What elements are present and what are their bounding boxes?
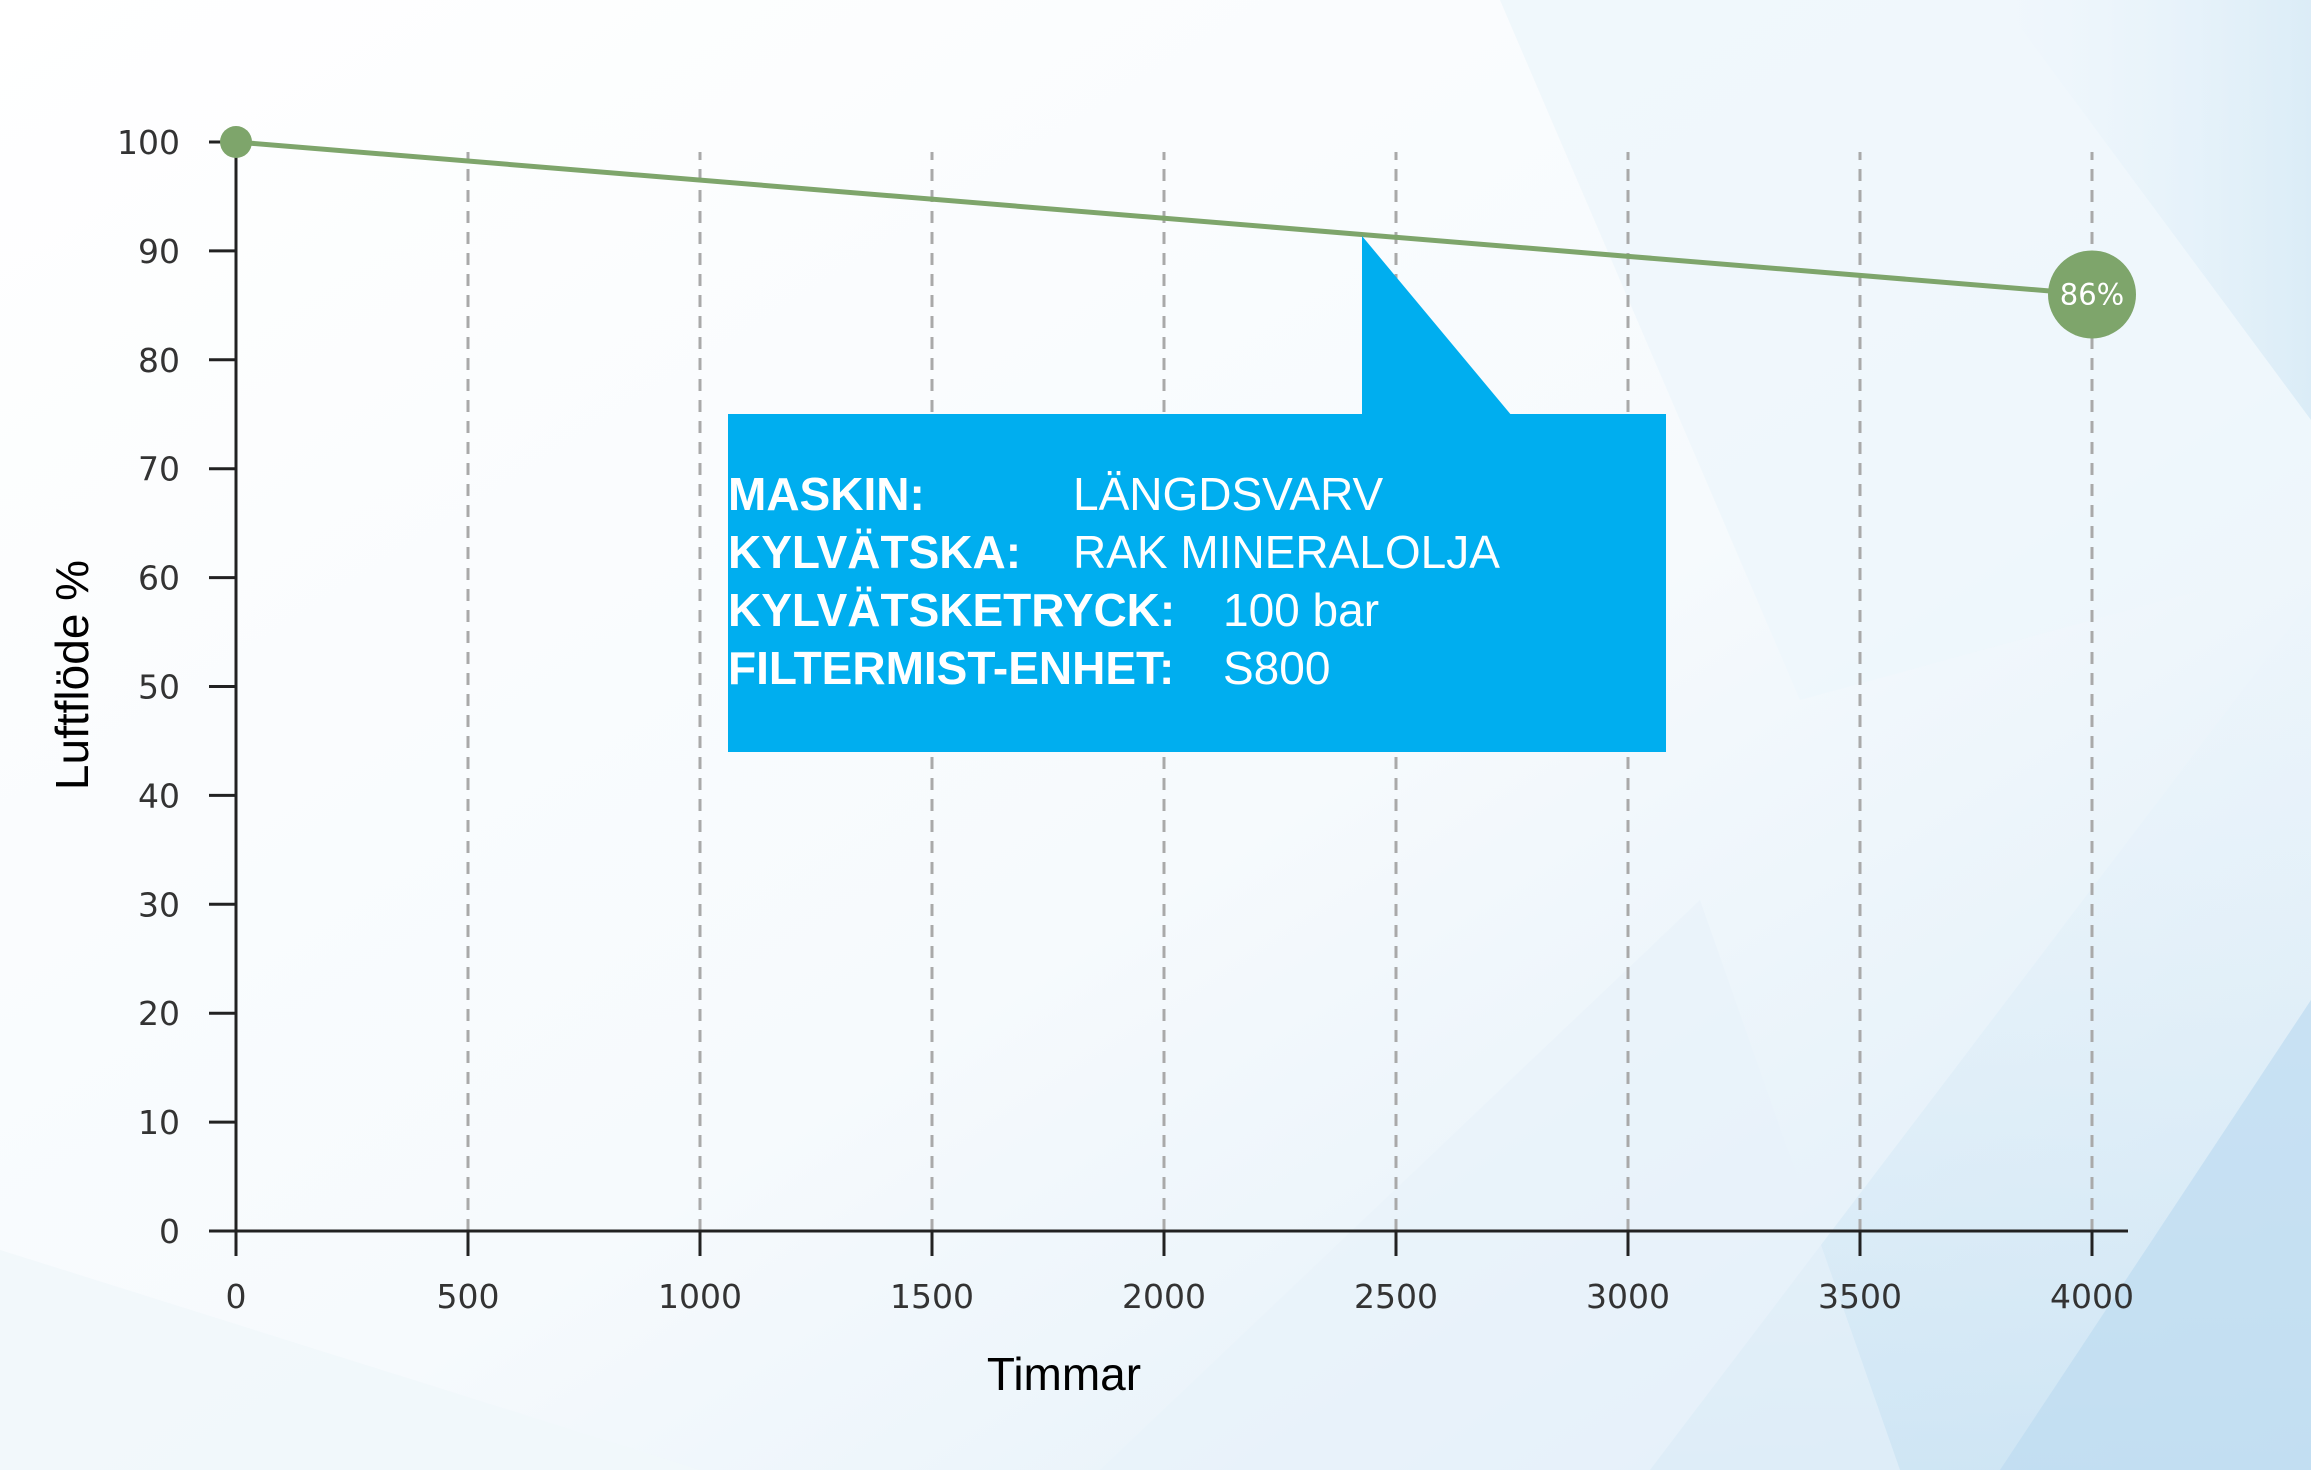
y-tick-label: 20 xyxy=(138,994,180,1033)
callout-value: 100 bar xyxy=(1223,584,1380,636)
x-tick-label: 2500 xyxy=(1354,1277,1438,1316)
callout-row-machine: MASKIN: LÄNGDSVARV xyxy=(728,465,1628,523)
x-tick-label: 2000 xyxy=(1122,1277,1206,1316)
callout-body xyxy=(728,414,1666,752)
x-tick-label: 1000 xyxy=(658,1277,742,1316)
y-tick-label: 60 xyxy=(138,559,180,598)
callout-key: MASKIN: xyxy=(728,468,925,520)
y-tick-label: 80 xyxy=(138,341,180,380)
x-tick-label: 0 xyxy=(226,1277,247,1316)
x-axis-title: Timmar xyxy=(987,1348,1141,1400)
callout-row-coolant: KYLVÄTSKA: RAK MINERALOLJA xyxy=(728,523,1628,581)
callout-value: LÄNGDSVARV xyxy=(1073,468,1384,520)
y-tick-label: 10 xyxy=(138,1103,180,1142)
x-tick-label: 3000 xyxy=(1586,1277,1670,1316)
y-tick-label: 50 xyxy=(138,668,180,707)
y-tick-label: 30 xyxy=(138,885,180,924)
callout-box xyxy=(728,236,1666,752)
x-tick-label: 500 xyxy=(437,1277,500,1316)
callout-text: MASKIN: LÄNGDSVARV KYLVÄTSKA: RAK MINERA… xyxy=(728,465,1628,715)
y-tick-label: 90 xyxy=(138,232,180,271)
y-tick-label: 0 xyxy=(159,1212,180,1251)
y-tick-label: 70 xyxy=(138,450,180,489)
gridlines xyxy=(466,152,2094,1231)
series-layer: 86% xyxy=(220,126,2136,339)
series-line xyxy=(235,139,2093,297)
callout-key: KYLVÄTSKETRYCK: xyxy=(728,584,1176,636)
y-tick-label: 100 xyxy=(117,123,180,162)
callout-row-unit: FILTERMIST-ENHET: S800 xyxy=(728,639,1628,697)
axes xyxy=(209,140,2128,1256)
y-tick-label: 40 xyxy=(138,776,180,815)
y-axis-title: Luftflöde % xyxy=(46,560,98,790)
x-tick-label: 3500 xyxy=(1818,1277,1902,1316)
x-tick-label: 1500 xyxy=(890,1277,974,1316)
start-point-marker xyxy=(220,126,252,158)
callout-key: FILTERMIST-ENHET: xyxy=(728,642,1175,694)
callout-row-pressure: KYLVÄTSKETRYCK: 100 bar xyxy=(728,581,1628,639)
end-point-label: 86% xyxy=(2060,277,2124,311)
end-point-marker xyxy=(2048,250,2136,339)
x-tick-label: 4000 xyxy=(2050,1277,2134,1316)
callout-value: RAK MINERALOLJA xyxy=(1073,526,1500,578)
callout-value: S800 xyxy=(1223,642,1331,694)
callout-pointer xyxy=(1362,236,1512,416)
callout-key: KYLVÄTSKA: xyxy=(728,526,1022,578)
